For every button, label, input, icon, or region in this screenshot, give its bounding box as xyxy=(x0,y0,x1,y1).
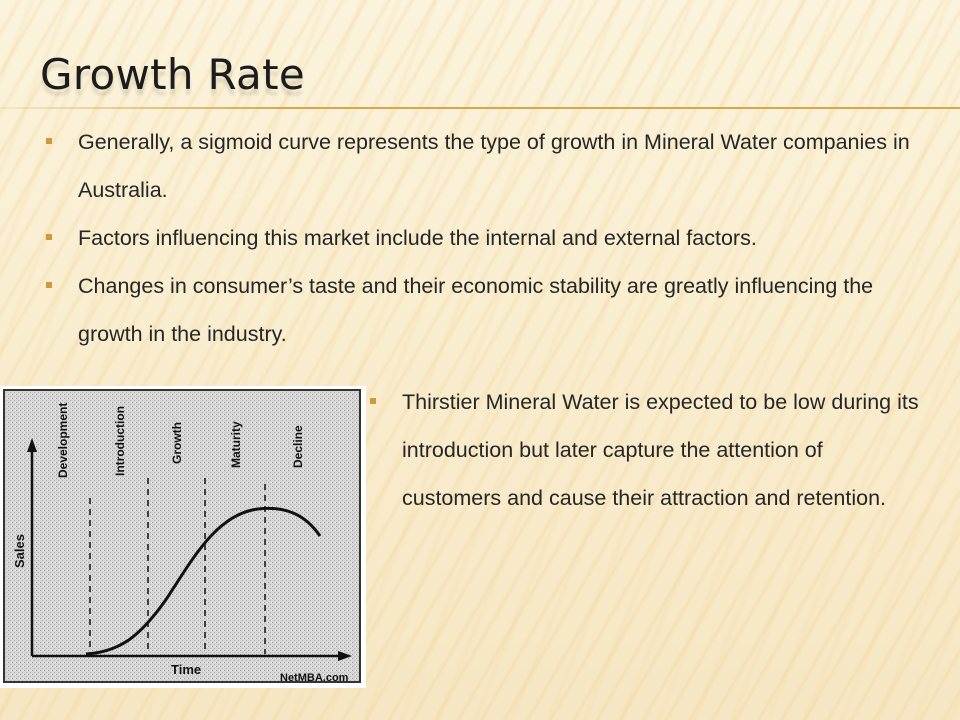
bullet-text: Changes in consumer’s taste and their ec… xyxy=(78,274,874,346)
bullet-item: Changes in consumer’s taste and their ec… xyxy=(42,262,922,358)
title-underline xyxy=(0,107,960,109)
bullet-item: Generally, a sigmoid curve represents th… xyxy=(42,118,922,214)
x-axis-arrow-icon xyxy=(338,651,352,661)
slide-title: Growth Rate xyxy=(40,50,305,99)
bullet-text: Generally, a sigmoid curve represents th… xyxy=(78,130,910,202)
y-axis-label: Sales xyxy=(12,534,27,568)
product-life-cycle-figure: Development Introduction Growth Maturity… xyxy=(0,386,366,688)
bullet-text: Thirstier Mineral Water is expected to b… xyxy=(402,390,919,510)
bullet-square-icon xyxy=(46,234,52,240)
bullet-item: Factors influencing this market include … xyxy=(42,214,922,262)
credit-label: NetMBA.com xyxy=(280,672,349,684)
stage-label-growth: Growth xyxy=(170,422,184,464)
sales-curve xyxy=(85,506,322,656)
y-axis-arrow-icon xyxy=(27,438,37,452)
bullet-square-icon xyxy=(46,282,52,288)
bullet-text: Factors influencing this market include … xyxy=(78,226,757,250)
figure-frame xyxy=(3,389,361,683)
life-cycle-diagram: Development Introduction Growth Maturity… xyxy=(3,389,361,684)
x-axis-label: Time xyxy=(171,662,201,677)
side-bullet-list: Thirstier Mineral Water is expected to b… xyxy=(366,378,926,522)
stage-label-maturity: Maturity xyxy=(229,421,243,468)
stage-label-decline: Decline xyxy=(291,425,305,468)
bullet-square-icon xyxy=(370,398,376,404)
bullet-list: Generally, a sigmoid curve represents th… xyxy=(42,118,922,358)
bullet-square-icon xyxy=(46,138,52,144)
bullet-item: Thirstier Mineral Water is expected to b… xyxy=(366,378,926,522)
stage-label-introduction: Introduction xyxy=(113,406,127,476)
stage-label-development: Development xyxy=(56,403,70,478)
